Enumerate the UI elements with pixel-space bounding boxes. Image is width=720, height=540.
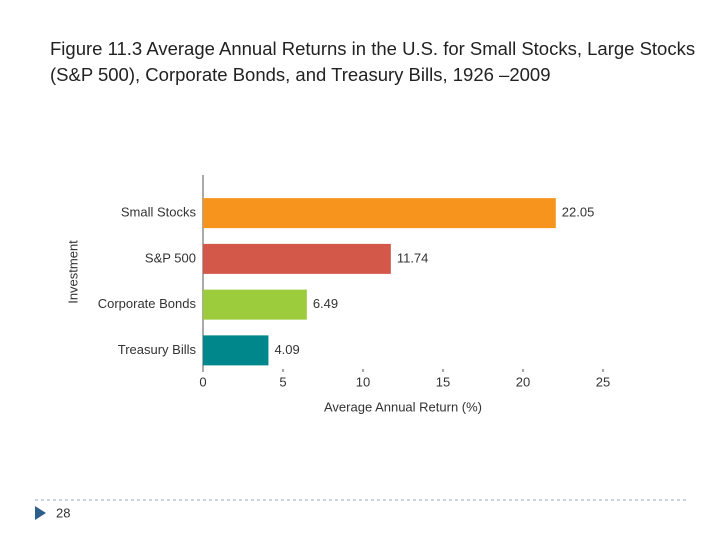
bar: [203, 243, 391, 274]
footer-marker: [35, 506, 46, 520]
bar: [203, 289, 307, 320]
bar: [203, 198, 556, 229]
y-tick-label: S&P 500: [145, 250, 196, 265]
chart-title: Figure 11.3 Average Annual Returns in th…: [50, 38, 696, 85]
y-tick-label: Small Stocks: [121, 205, 197, 220]
y-tick-label: Treasury Bills: [118, 342, 197, 357]
x-tick-label: 5: [279, 374, 286, 389]
value-label: 22.05: [562, 205, 595, 220]
x-tick-label: 10: [356, 374, 370, 389]
x-axis-label: Average Annual Return (%): [324, 399, 482, 414]
x-tick-label: 15: [436, 374, 450, 389]
value-label: 11.74: [397, 250, 429, 265]
y-axis-label: Investment: [65, 240, 80, 304]
x-tick-label: 20: [516, 374, 530, 389]
x-tick-label: 25: [596, 374, 610, 389]
value-label: 6.49: [313, 296, 338, 311]
y-tick-label: Corporate Bonds: [98, 296, 197, 311]
page-number: 28: [56, 505, 70, 520]
bar: [203, 335, 269, 366]
x-tick-label: 0: [199, 374, 206, 389]
value-label: 4.09: [274, 342, 299, 357]
